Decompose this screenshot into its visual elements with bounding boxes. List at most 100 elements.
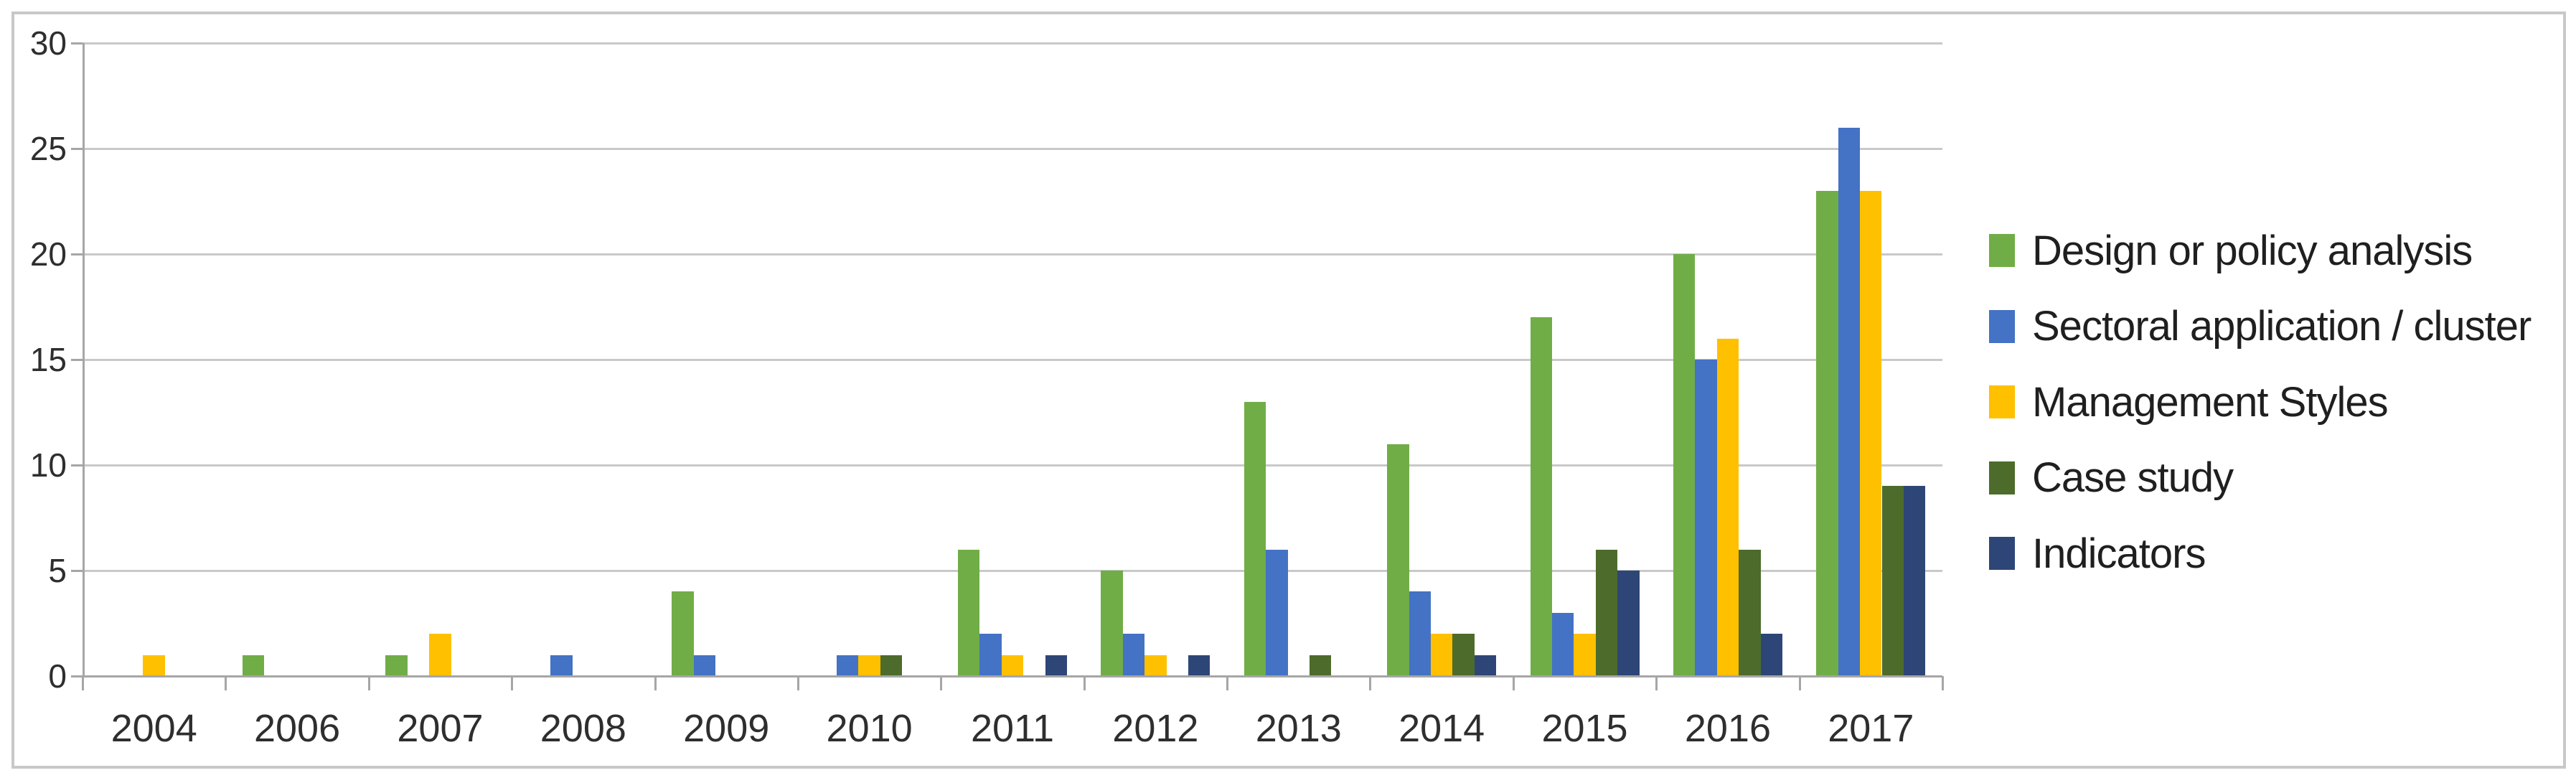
x-tick-label-2004: 2004 (111, 707, 197, 750)
bar-2012-design-or-policy-analysis (1101, 571, 1123, 676)
gridline-15 (83, 359, 1942, 361)
bar-2004-management-styles (143, 655, 165, 676)
legend-swatch-design-or-policy-analysis (1989, 234, 2015, 267)
legend-item-sectoral-application-cluster: Sectoral application / cluster (1989, 301, 2532, 352)
x-axis-tick (511, 676, 514, 690)
bar-2015-case-study (1595, 549, 1618, 676)
bar-2007-design-or-policy-analysis (385, 655, 408, 676)
bar-2011-management-styles (1001, 655, 1024, 676)
bar-2013-sectoral-application-cluster (1266, 549, 1288, 676)
gridline-25 (83, 148, 1942, 150)
x-tick-label-2017: 2017 (1828, 707, 1914, 750)
bar-2017-management-styles (1860, 190, 1882, 676)
bar-2017-case-study (1881, 486, 1904, 676)
x-axis-tick (367, 676, 370, 690)
x-axis-tick (82, 676, 84, 690)
bar-2014-management-styles (1430, 634, 1453, 676)
legend-item-design-or-policy-analysis: Design or policy analysis (1989, 225, 2473, 276)
y-tick-label: 30 (29, 24, 67, 62)
legend-label-sectoral-application-cluster: Sectoral application / cluster (2032, 303, 2532, 350)
y-tick-label: 20 (29, 235, 67, 273)
bar-2006-design-or-policy-analysis (243, 655, 265, 676)
bar-2016-design-or-policy-analysis (1673, 254, 1696, 676)
legend-item-indicators: Indicators (1989, 528, 2206, 578)
bar-2015-indicators (1617, 571, 1640, 676)
legend-swatch-indicators (1989, 537, 2015, 570)
y-axis-tick (71, 148, 83, 150)
y-axis-tick (71, 42, 83, 44)
y-axis-tick (71, 359, 83, 361)
x-axis-tick (796, 676, 799, 690)
legend-item-case-study: Case study (1989, 453, 2234, 503)
y-axis-tick (71, 570, 83, 572)
y-axis-tick (71, 675, 83, 677)
bar-2014-indicators (1474, 655, 1497, 676)
bar-2014-design-or-policy-analysis (1387, 444, 1409, 676)
bar-2011-sectoral-application-cluster (979, 634, 1002, 676)
x-tick-label-2006: 2006 (253, 707, 341, 750)
y-tick-label: 15 (29, 341, 67, 378)
bar-2015-sectoral-application-cluster (1551, 612, 1574, 676)
gridline-5 (83, 570, 1942, 572)
legend-item-management-styles: Management Styles (1989, 377, 2389, 427)
x-tick-label-2014: 2014 (1399, 707, 1485, 750)
bar-2016-management-styles (1716, 338, 1739, 676)
legend-label-case-study: Case study (2032, 454, 2234, 501)
y-axis-tick (71, 253, 83, 255)
bar-2007-management-styles (429, 634, 451, 676)
bar-2013-case-study (1309, 655, 1332, 676)
legend-label-design-or-policy-analysis: Design or policy analysis (2032, 227, 2473, 274)
bar-2009-sectoral-application-cluster (693, 655, 716, 676)
legend-label-indicators: Indicators (2032, 530, 2206, 577)
bar-2017-design-or-policy-analysis (1816, 190, 1838, 676)
y-axis-line (83, 43, 85, 676)
x-tick-label-2008: 2008 (540, 707, 626, 750)
bar-2011-indicators (1045, 655, 1067, 676)
x-axis-tick (1798, 676, 1801, 690)
legend-swatch-sectoral-application-cluster (1989, 309, 2015, 343)
x-tick-label-2016: 2016 (1684, 707, 1771, 750)
x-tick-label-2009: 2009 (683, 707, 770, 750)
bar-2012-sectoral-application-cluster (1122, 634, 1145, 676)
x-axis-tick (1655, 676, 1658, 690)
bar-2016-case-study (1739, 549, 1761, 676)
gridline-30 (83, 42, 1942, 44)
gridline-20 (83, 253, 1942, 255)
x-tick-label-2010: 2010 (826, 707, 913, 750)
x-axis-tick (1226, 676, 1229, 690)
x-axis-tick (1369, 676, 1372, 690)
bar-2016-sectoral-application-cluster (1695, 360, 1717, 676)
bar-2010-sectoral-application-cluster (837, 655, 859, 676)
bar-2011-design-or-policy-analysis (958, 549, 980, 676)
x-axis-line (83, 675, 1942, 677)
legend-label-management-styles: Management Styles (2032, 378, 2389, 426)
bar-2015-management-styles (1574, 634, 1596, 676)
x-tick-label-2011: 2011 (970, 707, 1055, 750)
bar-2014-sectoral-application-cluster (1409, 591, 1431, 676)
y-tick-label: 0 (48, 657, 67, 695)
x-tick-label-2012: 2012 (1112, 707, 1199, 750)
y-tick-label: 5 (48, 552, 67, 589)
bar-2008-sectoral-application-cluster (550, 655, 573, 676)
bar-2010-case-study (880, 655, 903, 676)
x-axis-tick (1942, 676, 1944, 690)
x-tick-label-2007: 2007 (397, 707, 484, 750)
x-axis-tick (1083, 676, 1086, 690)
x-axis-tick (1512, 676, 1515, 690)
bar-2017-indicators (1903, 486, 1926, 676)
y-tick-label: 10 (29, 446, 67, 484)
legend-swatch-management-styles (1989, 385, 2015, 418)
bar-2012-management-styles (1144, 655, 1167, 676)
bar-2014-case-study (1452, 634, 1475, 676)
x-axis-tick (940, 676, 943, 690)
x-tick-label-2015: 2015 (1541, 707, 1628, 750)
bar-2010-management-styles (858, 655, 880, 676)
bar-2016-indicators (1760, 634, 1782, 676)
bar-2009-design-or-policy-analysis (672, 591, 694, 676)
bar-2015-design-or-policy-analysis (1530, 317, 1552, 676)
bar-2013-design-or-policy-analysis (1244, 401, 1266, 676)
y-axis-tick (71, 464, 83, 466)
legend-swatch-case-study (1989, 461, 2015, 494)
gridline-10 (83, 464, 1942, 466)
